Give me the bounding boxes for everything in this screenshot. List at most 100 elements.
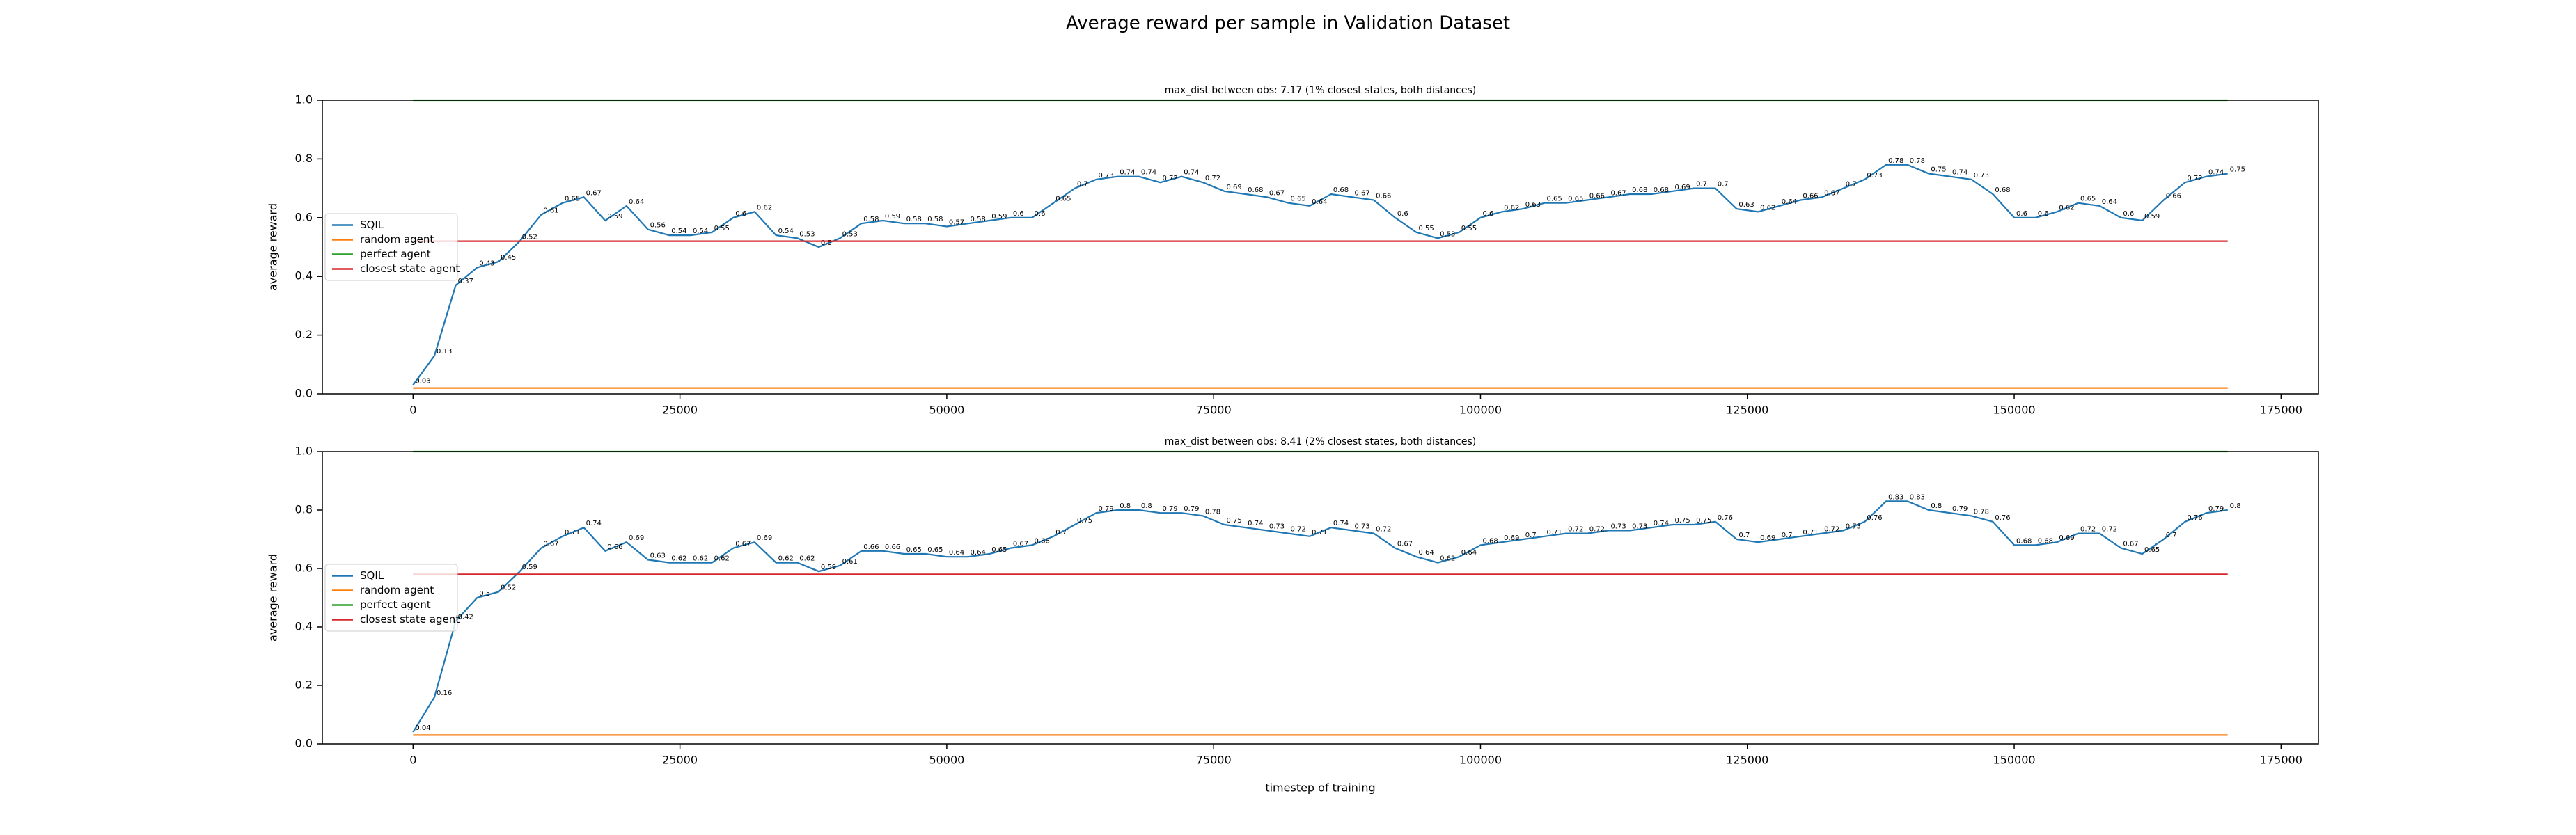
data-label: 0.67 (1013, 541, 1028, 548)
data-label: 0.8 (1141, 502, 1152, 510)
data-label: 0.67 (1397, 541, 1413, 548)
data-label: 0.65 (927, 546, 943, 554)
data-label: 0.8 (1931, 502, 1942, 510)
y-tick-label: 0.4 (295, 269, 313, 283)
data-label: 0.62 (1504, 204, 1519, 212)
data-label: 0.83 (1888, 493, 1903, 501)
data-label: 0.67 (586, 189, 602, 197)
x-tick-label: 75000 (1196, 754, 1232, 767)
data-label: 0.7 (1077, 181, 1088, 189)
data-label: 0.75 (1931, 166, 1946, 174)
data-label: 0.76 (1995, 514, 2010, 522)
data-label: 0.7 (1782, 532, 1793, 539)
data-label: 0.68 (1035, 537, 1050, 545)
data-label: 0.65 (565, 196, 580, 203)
data-label: 0.5 (479, 590, 490, 598)
data-label: 0.75 (1674, 517, 1690, 525)
data-label: 0.8 (1120, 502, 1131, 510)
data-label: 0.54 (778, 228, 794, 235)
data-label: 0.78 (1910, 157, 1925, 165)
data-label: 0.53 (1440, 230, 1455, 238)
data-label: 0.76 (1867, 514, 1882, 522)
data-label: 0.64 (1312, 198, 1327, 206)
x-tick-label: 175000 (2260, 754, 2302, 767)
data-label: 0.68 (1654, 186, 1669, 194)
data-label: 0.62 (799, 555, 815, 563)
data-label: 0.69 (757, 534, 772, 542)
data-label: 0.7 (1696, 181, 1707, 189)
data-label: 0.74 (1184, 169, 1199, 177)
data-label: 0.75 (1696, 517, 1711, 525)
data-label: 0.67 (1610, 189, 1626, 197)
data-label: 0.73 (1269, 523, 1285, 530)
data-label: 0.72 (1291, 526, 1306, 534)
x-tick-label: 0 (409, 754, 416, 767)
data-label: 0.55 (714, 225, 730, 232)
data-label: 0.79 (2208, 505, 2224, 513)
data-label: 0.67 (1824, 189, 1839, 197)
legend-box (324, 564, 458, 632)
data-label: 0.68 (1632, 186, 1647, 194)
data-label: 0.64 (2102, 198, 2117, 206)
data-label: 0.65 (1546, 196, 1562, 203)
x-tick-label: 150000 (1993, 404, 2036, 417)
data-label: 0.74 (1654, 520, 1669, 527)
data-label: 0.62 (714, 555, 730, 563)
data-label: 0.68 (1995, 186, 2010, 194)
data-label: 0.7 (1846, 181, 1857, 189)
y-tick-label: 0.2 (295, 678, 313, 692)
legend-label: closest state agent (360, 613, 460, 626)
data-label: 0.7 (2166, 532, 2177, 539)
data-label: 0.75 (1077, 517, 1092, 525)
data-label: 0.6 (735, 210, 746, 218)
data-label: 0.54 (671, 228, 686, 235)
data-label: 0.64 (1461, 549, 1477, 557)
y-tick-label: 0.2 (295, 328, 313, 341)
data-label: 0.73 (1867, 172, 1882, 180)
data-label: 0.64 (1418, 549, 1434, 557)
data-label: 0.67 (2123, 541, 2138, 548)
data-label: 0.59 (821, 564, 836, 571)
data-label: 0.6 (2016, 210, 2027, 218)
data-label: 0.71 (1546, 529, 1562, 536)
data-label: 0.73 (1610, 523, 1626, 530)
data-label: 0.62 (778, 555, 794, 563)
y-tick-label: 0.6 (295, 562, 313, 575)
axes-title: max_dist between obs: 7.17 (1% closest s… (1165, 85, 1476, 96)
data-label: 0.6 (1013, 210, 1024, 218)
data-label: 0.66 (1803, 192, 1818, 200)
data-label: 0.58 (906, 216, 922, 223)
data-label: 0.72 (1163, 175, 1178, 182)
data-label: 0.61 (842, 558, 858, 566)
data-label: 0.45 (501, 254, 516, 262)
data-label: 0.13 (437, 348, 452, 356)
y-tick-label: 0.0 (295, 737, 313, 750)
x-tick-label: 0 (409, 404, 416, 417)
data-label: 0.67 (1354, 189, 1369, 197)
data-label: 0.66 (2166, 192, 2181, 200)
data-label: 0.68 (2038, 537, 2053, 545)
y-tick-label: 0.4 (295, 620, 313, 633)
data-label: 0.74 (1120, 169, 1135, 177)
data-label: 0.62 (1760, 204, 1775, 212)
data-label: 0.62 (2059, 204, 2074, 212)
data-label: 0.65 (991, 546, 1007, 554)
series-line (412, 164, 2228, 385)
data-label: 0.63 (650, 552, 666, 559)
data-label: 0.04 (415, 724, 430, 732)
data-label: 0.74 (1333, 520, 1349, 527)
data-label: 0.8 (2230, 502, 2241, 510)
data-label: 0.69 (1227, 184, 1242, 191)
data-label: 0.5 (821, 239, 832, 247)
x-tick-label: 25000 (662, 754, 698, 767)
data-label: 0.66 (1589, 192, 1605, 200)
data-label: 0.69 (2059, 534, 2074, 542)
x-axis-label: timestep of training (1265, 781, 1375, 795)
data-label: 0.71 (1055, 529, 1071, 536)
data-label: 0.73 (1846, 523, 1861, 530)
data-label: 0.37 (458, 278, 473, 285)
data-label: 0.65 (1291, 196, 1306, 203)
data-label: 0.64 (949, 549, 964, 557)
